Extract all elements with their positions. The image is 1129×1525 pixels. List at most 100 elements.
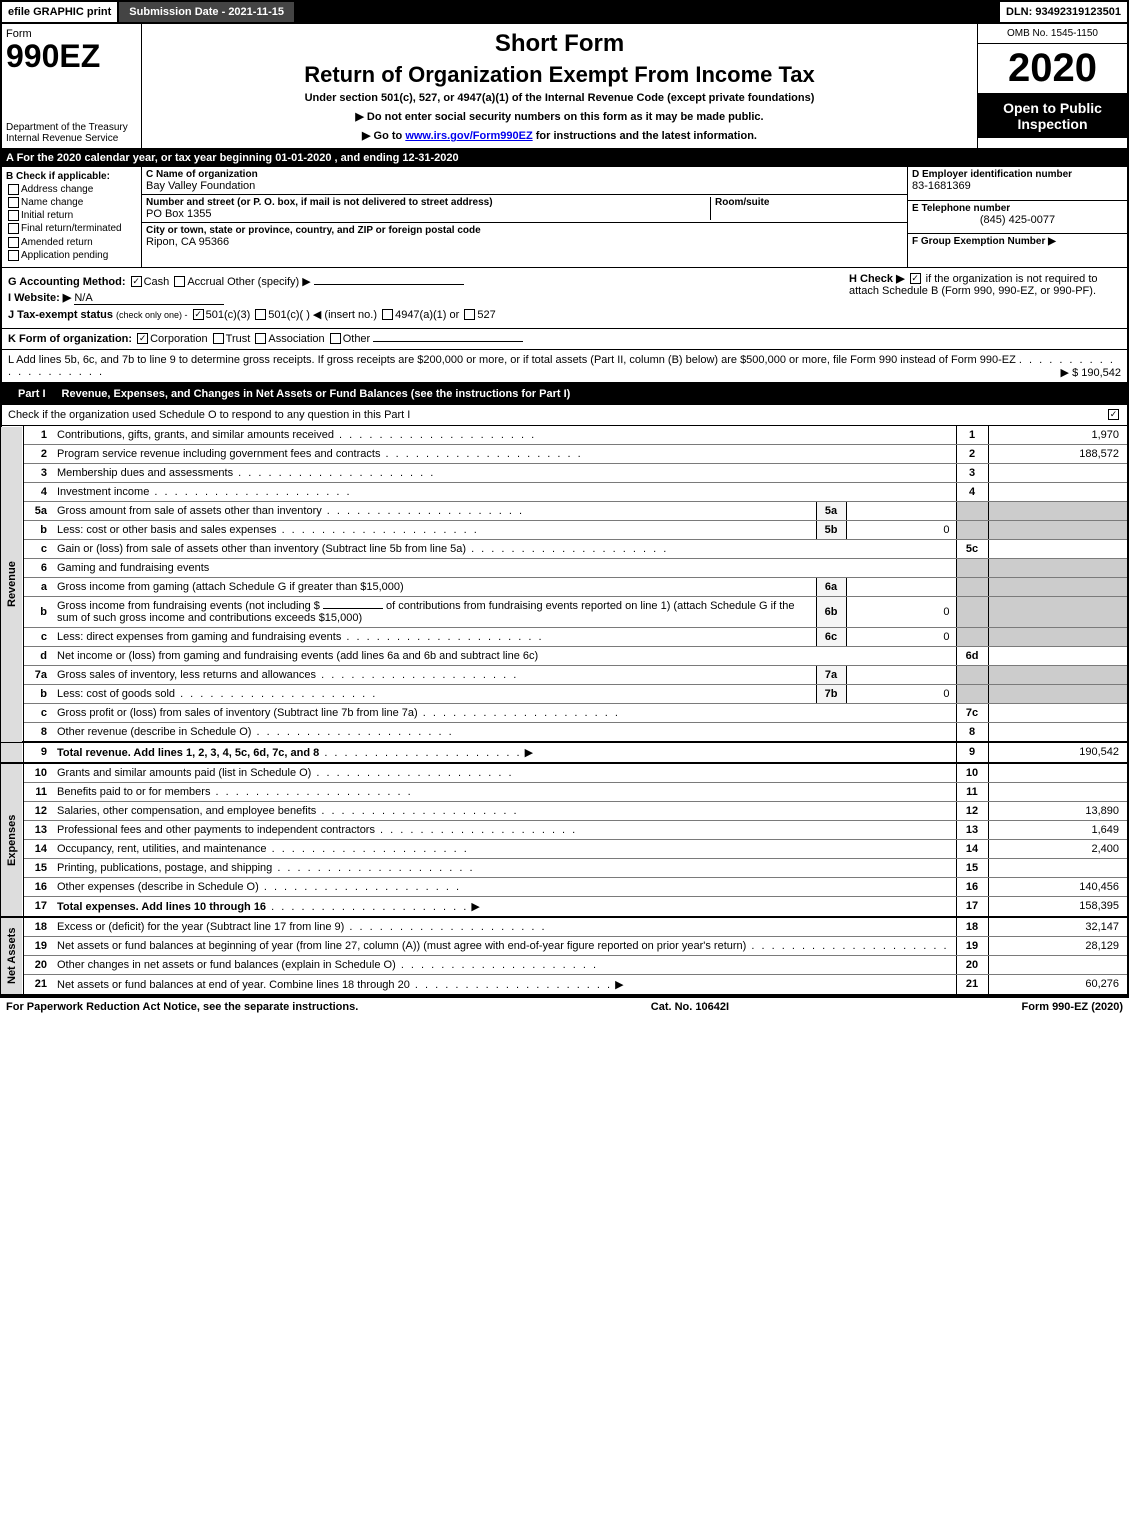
checkbox-name-change[interactable] xyxy=(8,197,19,208)
line-13-desc: Professional fees and other payments to … xyxy=(57,824,577,836)
line-7a-box-shaded xyxy=(956,665,988,684)
checkbox-trust[interactable] xyxy=(213,333,224,344)
other-org-label: Other xyxy=(343,333,371,345)
checkbox-final-return[interactable] xyxy=(8,223,19,234)
line-5b-amount-shaded xyxy=(988,520,1128,539)
line-5b-subval: 0 xyxy=(846,520,956,539)
line-5a-subval xyxy=(846,501,956,520)
checkbox-association[interactable] xyxy=(255,333,266,344)
line-6a-amount-shaded xyxy=(988,577,1128,596)
line-2-desc: Program service revenue including govern… xyxy=(57,448,583,460)
checkbox-corporation[interactable] xyxy=(137,333,148,344)
line-5b-desc: Less: cost or other basis and sales expe… xyxy=(57,524,479,536)
line-8-box: 8 xyxy=(956,722,988,742)
g-label: G Accounting Method: xyxy=(8,276,126,288)
j-sub: (check only one) - xyxy=(116,310,188,320)
checkbox-schedule-b[interactable] xyxy=(910,273,921,284)
netassets-section-label: Net Assets xyxy=(1,917,23,995)
line-5b-box-shaded xyxy=(956,520,988,539)
submission-date: Submission Date - 2021-11-15 xyxy=(119,2,296,22)
revenue-section-end xyxy=(1,742,23,763)
checkbox-accrual[interactable] xyxy=(174,276,185,287)
checkbox-schedule-o-part1[interactable] xyxy=(1108,409,1119,420)
line-1-box: 1 xyxy=(956,426,988,445)
checkbox-other-org[interactable] xyxy=(330,333,341,344)
line-4-box: 4 xyxy=(956,482,988,501)
line-15-num: 15 xyxy=(23,858,53,877)
efile-label[interactable]: efile GRAPHIC print xyxy=(2,2,119,22)
line-6d-amount xyxy=(988,646,1128,665)
section-k: K Form of organization: Corporation Trus… xyxy=(0,329,1129,350)
line-7b-subval: 0 xyxy=(846,684,956,703)
checkbox-527[interactable] xyxy=(464,309,475,320)
do-not-enter: ▶ Do not enter social security numbers o… xyxy=(152,110,967,123)
other-org-input[interactable] xyxy=(373,341,523,342)
line-11-desc: Benefits paid to or for members xyxy=(57,786,413,798)
line-18-box: 18 xyxy=(956,917,988,937)
c-label: C Name of organization xyxy=(146,169,903,180)
4947-label: 4947(a)(1) or xyxy=(395,309,459,321)
line-6c-desc: Less: direct expenses from gaming and fu… xyxy=(57,631,544,643)
h-label: H Check ▶ xyxy=(849,273,905,285)
line-7b-box-shaded xyxy=(956,684,988,703)
line-19-num: 19 xyxy=(23,936,53,955)
line-6b-blank[interactable] xyxy=(323,608,383,609)
checkbox-amended-return[interactable] xyxy=(8,237,19,248)
line-16-box: 16 xyxy=(956,877,988,896)
checkbox-4947[interactable] xyxy=(382,309,393,320)
line-a-bar: A For the 2020 calendar year, or tax yea… xyxy=(0,149,1129,167)
line-6b-desc1: Gross income from fundraising events (no… xyxy=(57,600,320,612)
line-6a-sub: 6a xyxy=(816,577,846,596)
line-18-amount: 32,147 xyxy=(988,917,1128,937)
line-19-desc: Net assets or fund balances at beginning… xyxy=(57,940,949,952)
line-12-num: 12 xyxy=(23,801,53,820)
line-13-amount: 1,649 xyxy=(988,820,1128,839)
tax-year: 2020 xyxy=(978,44,1127,94)
checkbox-application-pending[interactable] xyxy=(8,250,19,261)
line-14-num: 14 xyxy=(23,839,53,858)
line-6c-sub: 6c xyxy=(816,627,846,646)
line-9-box: 9 xyxy=(956,742,988,763)
footer-left: For Paperwork Reduction Act Notice, see … xyxy=(6,1001,358,1013)
line-6b-sub: 6b xyxy=(816,596,846,627)
city-label: City or town, state or province, country… xyxy=(146,225,481,236)
irs-label: Internal Revenue Service xyxy=(6,133,137,144)
line-17-num: 17 xyxy=(23,896,53,917)
line-5a-num: 5a xyxy=(23,501,53,520)
section-b: B Check if applicable: Address change Na… xyxy=(2,167,142,267)
line-6b-num: b xyxy=(23,596,53,627)
checkbox-cash[interactable] xyxy=(131,276,142,287)
line-15-desc: Printing, publications, postage, and shi… xyxy=(57,862,475,874)
line-5a-amount-shaded xyxy=(988,501,1128,520)
line-3-num: 3 xyxy=(23,463,53,482)
accrual-label: Accrual xyxy=(187,276,224,288)
checkbox-address-change[interactable] xyxy=(8,184,19,195)
line-5c-desc: Gain or (loss) from sale of assets other… xyxy=(57,543,668,555)
line-19-box: 19 xyxy=(956,936,988,955)
501c3-label: 501(c)(3) xyxy=(206,309,251,321)
line-21-amount: 60,276 xyxy=(988,974,1128,995)
line-8-amount xyxy=(988,722,1128,742)
line-13-num: 13 xyxy=(23,820,53,839)
line-6-amount-shaded xyxy=(988,558,1128,577)
line-6-box-shaded xyxy=(956,558,988,577)
line-3-desc: Membership dues and assessments xyxy=(57,467,435,479)
b-label: B Check if applicable: xyxy=(6,171,137,182)
form-header: Form 990EZ Department of the Treasury In… xyxy=(0,24,1129,149)
checkbox-initial-return[interactable] xyxy=(8,210,19,221)
line-8-num: 8 xyxy=(23,722,53,742)
part-1-table: Revenue 1 Contributions, gifts, grants, … xyxy=(0,426,1129,996)
line-21-desc: Net assets or fund balances at end of ye… xyxy=(57,979,612,991)
line-20-amount xyxy=(988,955,1128,974)
line-7a-num: 7a xyxy=(23,665,53,684)
line-5c-box: 5c xyxy=(956,539,988,558)
line-7b-amount-shaded xyxy=(988,684,1128,703)
line-7c-box: 7c xyxy=(956,703,988,722)
line-21-num: 21 xyxy=(23,974,53,995)
irs-link[interactable]: www.irs.gov/Form990EZ xyxy=(405,130,532,142)
line-5a-desc: Gross amount from sale of assets other t… xyxy=(57,505,524,517)
checkbox-501c[interactable] xyxy=(255,309,266,320)
checkbox-501c3[interactable] xyxy=(193,309,204,320)
street-label: Number and street (or P. O. box, if mail… xyxy=(146,197,710,208)
other-specify-input[interactable] xyxy=(314,284,464,285)
